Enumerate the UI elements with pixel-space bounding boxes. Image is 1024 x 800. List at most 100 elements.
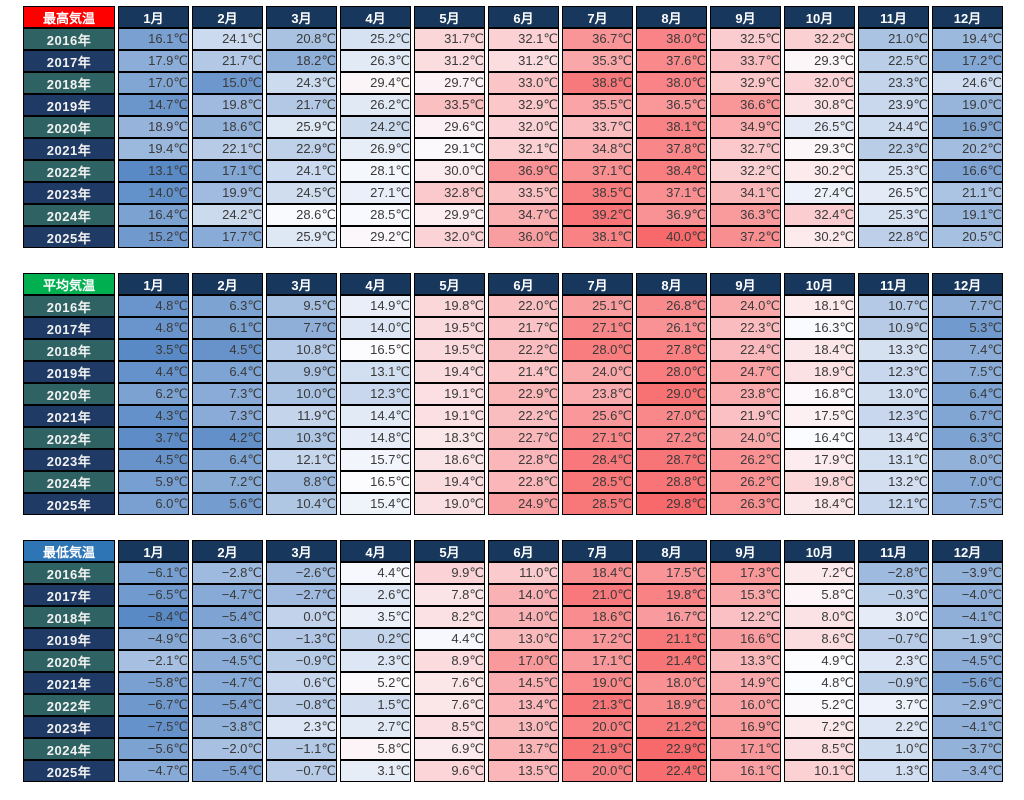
temp-cell: 10.4℃ — [266, 493, 337, 515]
temp-cell: 5.2℃ — [784, 694, 855, 716]
temp-cell: 22.2℃ — [488, 339, 559, 361]
avg-temp-table: 平均気温 1月 2月 3月 4月 5月 6月 7月 8月 9月 10月 11月 12月 2016年 4.8℃… — [20, 273, 1006, 515]
temp-cell: 4.2℃ — [192, 427, 263, 449]
temp-cell: 28.8℃ — [636, 471, 707, 493]
temp-cell: 35.3℃ — [562, 50, 633, 72]
month-header: 9月 — [710, 273, 781, 295]
year-header: 2022年 — [23, 427, 115, 449]
temp-cell: 14.7℃ — [118, 94, 189, 116]
temp-cell: 15.4℃ — [340, 493, 411, 515]
temp-cell: 36.5℃ — [636, 94, 707, 116]
temp-cell: 19.0℃ — [414, 493, 485, 515]
temp-cell: 26.2℃ — [710, 471, 781, 493]
temp-cell: −5.6℃ — [932, 672, 1003, 694]
temp-cell: 17.9℃ — [118, 50, 189, 72]
temp-cell: 39.2℃ — [562, 204, 633, 226]
table-row: 2025年 15.2℃ 17.7℃ 25.9℃ 29.2℃ 32.0℃ 36.0℃ 38.1℃… — [23, 226, 1003, 248]
temp-cell: 8.9℃ — [414, 650, 485, 672]
temp-cell: 18.0℃ — [636, 672, 707, 694]
temp-cell: 14.9℃ — [340, 295, 411, 317]
temp-cell: 22.4℃ — [636, 760, 707, 782]
temp-cell: 4.8℃ — [784, 672, 855, 694]
temp-cell: 21.9℃ — [710, 405, 781, 427]
temp-cell: 19.8℃ — [636, 584, 707, 606]
temp-cell: 17.1℃ — [562, 650, 633, 672]
temp-cell: 11.0℃ — [488, 562, 559, 584]
temp-cell: 20.2℃ — [932, 138, 1003, 160]
temp-cell: 18.4℃ — [784, 339, 855, 361]
month-header: 7月 — [562, 6, 633, 28]
temp-cell: 22.3℃ — [710, 317, 781, 339]
temp-cell: 34.8℃ — [562, 138, 633, 160]
year-header: 2018年 — [23, 606, 115, 628]
year-header: 2017年 — [23, 50, 115, 72]
temp-cell: 17.5℃ — [636, 562, 707, 584]
temp-cell: 26.2℃ — [340, 94, 411, 116]
temp-cell: 7.7℃ — [932, 295, 1003, 317]
temp-cell: 22.0℃ — [488, 295, 559, 317]
temp-cell: 24.3℃ — [266, 72, 337, 94]
temp-cell: 18.2℃ — [266, 50, 337, 72]
temp-cell: 34.9℃ — [710, 116, 781, 138]
temp-cell: 16.9℃ — [710, 716, 781, 738]
month-header: 10月 — [784, 540, 855, 562]
month-header: 11月 — [858, 273, 929, 295]
temp-cell: 21.7℃ — [192, 50, 263, 72]
temperature-report-page: 最高気温 1月 2月 3月 4月 5月 6月 7月 8月 9月 10月 11月 12月 2016年 16.1… — [20, 6, 1006, 782]
temp-cell: 4.8℃ — [118, 295, 189, 317]
temp-cell: 18.1℃ — [784, 295, 855, 317]
temp-cell: −0.3℃ — [858, 584, 929, 606]
month-header: 11月 — [858, 540, 929, 562]
temp-cell: 25.9℃ — [266, 226, 337, 248]
temp-cell: 8.0℃ — [932, 449, 1003, 471]
temp-cell: 1.0℃ — [858, 738, 929, 760]
temp-cell: 20.0℃ — [562, 760, 633, 782]
temp-cell: 24.1℃ — [192, 28, 263, 50]
temp-cell: 38.5℃ — [562, 182, 633, 204]
temp-cell: 26.3℃ — [710, 493, 781, 515]
year-header: 2017年 — [23, 317, 115, 339]
month-header: 6月 — [488, 540, 559, 562]
temp-cell: 17.2℃ — [932, 50, 1003, 72]
year-header: 2019年 — [23, 361, 115, 383]
temp-cell: −4.5℃ — [192, 650, 263, 672]
temp-cell: −4.1℃ — [932, 606, 1003, 628]
temp-cell: 24.5℃ — [266, 182, 337, 204]
temp-cell: 32.8℃ — [414, 182, 485, 204]
temp-cell: 24.1℃ — [266, 160, 337, 182]
temp-cell: 17.7℃ — [192, 226, 263, 248]
temp-cell: 19.4℃ — [932, 28, 1003, 50]
temp-cell: 26.3℃ — [340, 50, 411, 72]
temp-cell: 12.3℃ — [858, 361, 929, 383]
temp-cell: 0.2℃ — [340, 628, 411, 650]
temp-cell: 27.1℃ — [340, 182, 411, 204]
temp-cell: 32.4℃ — [784, 204, 855, 226]
temp-cell: 26.1℃ — [636, 317, 707, 339]
month-header: 5月 — [414, 540, 485, 562]
temp-cell: 31.2℃ — [414, 50, 485, 72]
temp-cell: 6.0℃ — [118, 493, 189, 515]
table-row: 2016年 4.8℃ 6.3℃ 9.5℃ 14.9℃ 19.8℃ 22.0℃ 25.1℃ 26.… — [23, 295, 1003, 317]
month-header: 12月 — [932, 6, 1003, 28]
table-row: 2025年 6.0℃ 5.6℃ 10.4℃ 15.4℃ 19.0℃ 24.9℃ 28.5℃ 29… — [23, 493, 1003, 515]
temp-cell: 23.3℃ — [858, 72, 929, 94]
temp-cell: 1.5℃ — [340, 694, 411, 716]
month-header: 12月 — [932, 273, 1003, 295]
month-header: 3月 — [266, 273, 337, 295]
year-header: 2019年 — [23, 628, 115, 650]
temp-cell: 10.9℃ — [858, 317, 929, 339]
temp-cell: −0.8℃ — [266, 694, 337, 716]
temp-cell: 33.7℃ — [710, 50, 781, 72]
temp-cell: 32.0℃ — [488, 116, 559, 138]
temp-cell: −4.0℃ — [932, 584, 1003, 606]
temp-cell: 13.2℃ — [858, 471, 929, 493]
temp-cell: 2.3℃ — [266, 716, 337, 738]
temp-cell: 32.9℃ — [710, 72, 781, 94]
temp-cell: 13.0℃ — [488, 716, 559, 738]
table-row: 2023年 4.5℃ 6.4℃ 12.1℃ 15.7℃ 18.6℃ 22.8℃ 28.4℃ 28… — [23, 449, 1003, 471]
temp-cell: 21.7℃ — [488, 317, 559, 339]
temp-cell: 22.5℃ — [858, 50, 929, 72]
temp-cell: 29.3℃ — [784, 50, 855, 72]
temp-cell: 13.1℃ — [340, 361, 411, 383]
temp-cell: 27.2℃ — [636, 427, 707, 449]
